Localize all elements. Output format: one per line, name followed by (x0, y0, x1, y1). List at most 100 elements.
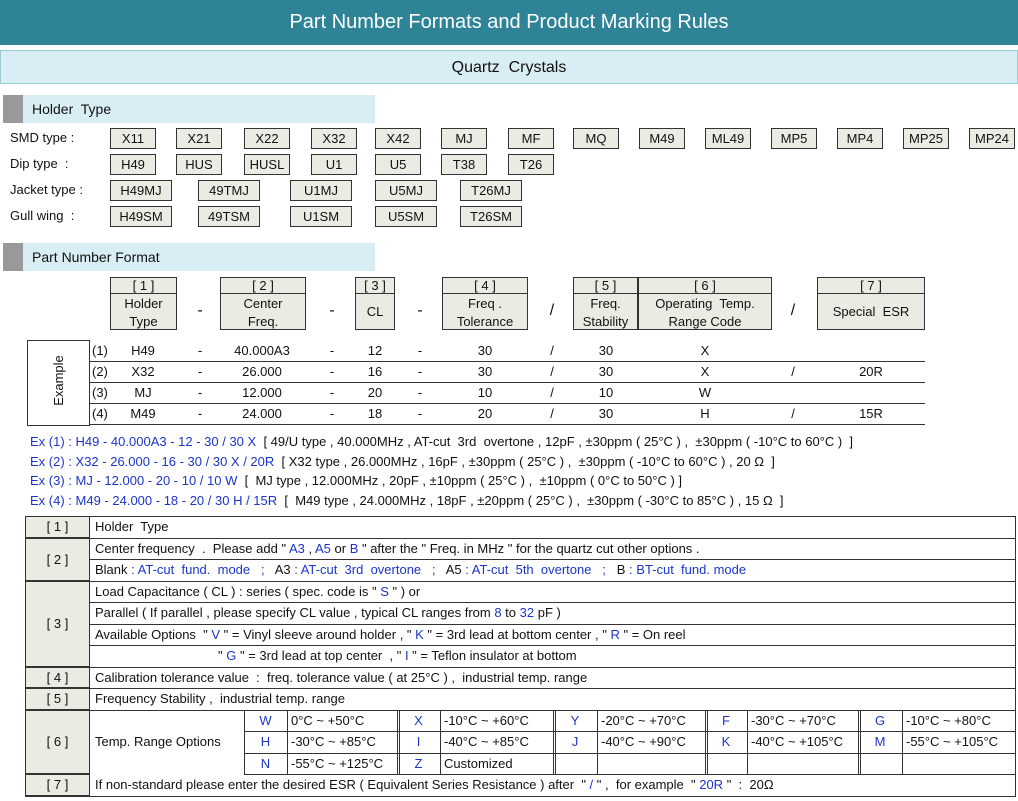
holder-code: U5MJ (375, 180, 437, 201)
rule-text: : AT-cut 3rd overtone ; (290, 562, 446, 577)
example-label: Example (51, 355, 66, 406)
grid-col (397, 752, 553, 774)
ex-code: M49 - 24.000 - 18 - 20 / 30 H / 15R (75, 493, 278, 509)
rule-text: A5 (314, 540, 331, 556)
example-cell: X32 (131, 364, 155, 379)
subtitle: Quartz Crystals (0, 50, 1018, 84)
example-cell: - (329, 406, 335, 421)
option-code: N (260, 755, 271, 771)
row-rule (90, 382, 925, 383)
option-code: Z (414, 755, 423, 771)
grid-col (287, 731, 288, 753)
example-line: Ex (4) : M49 - 24.000 - 18 - 20 / 30 H /… (30, 491, 784, 511)
example-cell: / (550, 385, 554, 400)
example-cell: 12.000 (242, 385, 282, 400)
grid-col (244, 752, 397, 774)
ex-label: Ex (2) : (30, 453, 72, 469)
example-box (27, 340, 90, 426)
example-line: Ex (2) : X32 - 26.000 - 16 - 30 / 30 X /… (30, 452, 775, 472)
example-cell: 30 (477, 343, 493, 358)
rule-text: S (380, 583, 389, 599)
rule-text: " = Teflon insulator at bottom (408, 648, 577, 663)
rule-text: R (610, 626, 620, 642)
option-code: W (259, 712, 272, 728)
holder-code: T26SM (460, 206, 522, 227)
rule-key: [ 4 ] (46, 669, 69, 685)
rule-text: I (404, 648, 409, 663)
example-cell: M49 (130, 406, 156, 421)
rule-text: " : 20Ω (723, 777, 774, 792)
separator: - (197, 302, 203, 319)
rule-text: A5 (445, 562, 462, 577)
separator: / (790, 302, 796, 319)
example-cell: / (550, 343, 554, 358)
rule-text: " = Vinyl sleeve around holder , " (220, 626, 416, 642)
grid-col (597, 709, 598, 731)
holder-code: H49 (110, 154, 156, 175)
format-column: [ 7 ] Special ESR (817, 277, 925, 330)
grid-col (705, 709, 858, 731)
rule-text: Parallel ( If parallel , please specify … (95, 605, 495, 620)
grid-col (397, 709, 553, 731)
rule-line: Frequency Stability , industrial temp. r… (95, 688, 345, 710)
option-code: X (414, 712, 423, 728)
example-cell: X (700, 343, 710, 358)
grid-col (902, 709, 903, 731)
option-range: -55°C ~ +125°C (291, 755, 384, 771)
rule-text: Frequency Stability , industrial temp. r… (95, 691, 346, 706)
example-cell: 16 (367, 364, 383, 379)
grid-col (440, 752, 441, 774)
example-num: (1) (92, 343, 108, 358)
example-cell: - (197, 343, 203, 358)
example-cell: 12 (367, 343, 383, 358)
grid-col (747, 731, 748, 753)
example-cell: 20 (367, 385, 383, 400)
example-cell: 30 (598, 406, 614, 421)
rule-text: " (218, 648, 227, 663)
line-rule (90, 623, 1016, 625)
holder-code: T38 (441, 154, 487, 175)
grid-col (858, 752, 1018, 774)
title-bar (0, 0, 1018, 45)
grid-col (397, 731, 553, 753)
rule-text: 8 (494, 605, 502, 620)
example-cell: - (197, 364, 203, 379)
grid-col (902, 752, 903, 774)
rule-key: [ 6 ] (46, 733, 69, 749)
grid-col (597, 731, 598, 753)
rule-text: If non-standard please enter the desired… (95, 777, 590, 792)
example-cell: X (700, 364, 710, 379)
rule-key: [ 3 ] (46, 615, 69, 631)
example-cell: 15R (859, 406, 883, 421)
option-code: K (721, 734, 731, 749)
example-cell: 30 (598, 343, 614, 358)
rule-text: A3 (274, 562, 291, 577)
holder-code: X22 (244, 128, 290, 149)
rule-text: : AT-cut 5th overtone ; (461, 562, 617, 577)
row-label: Gull wing : (10, 208, 75, 223)
holder-code: MP5 (771, 128, 817, 149)
option-code: F (722, 712, 730, 728)
line-rule (90, 645, 1016, 646)
rule-text: : BT-cut fund. mode (625, 562, 747, 577)
rule-key: [ 7 ] (46, 777, 69, 792)
column-label: Holder (124, 296, 163, 311)
rule-text: " after the " Freq. in MHz " for the qua… (358, 540, 700, 556)
format-column: [ 6 ] Operating Temp. Range Code (638, 277, 772, 330)
key-cell (25, 580, 90, 667)
key-cell (25, 516, 90, 538)
ex-code: MJ - 12.000 - 20 - 10 / 10 W (75, 473, 238, 489)
rule-line: Blank : AT-cut fund. mode ; A3 : AT-cut … (95, 559, 746, 581)
example-cell: / (550, 406, 554, 421)
option-range: -10°C ~ +80°C (906, 712, 991, 728)
rule-text: Available Options " (95, 626, 212, 642)
column-label: Center (243, 296, 283, 311)
example-cell: 24.000 (242, 406, 282, 421)
grid-col (440, 709, 441, 731)
grid-col (747, 709, 748, 731)
format-column: [ 4 ] Freq . Tolerance (442, 277, 528, 330)
option-range: 0°C ~ +50°C (291, 712, 365, 728)
example-cell: - (329, 385, 335, 400)
holder-code: U1MJ (290, 180, 352, 201)
example-cell: - (417, 385, 423, 400)
